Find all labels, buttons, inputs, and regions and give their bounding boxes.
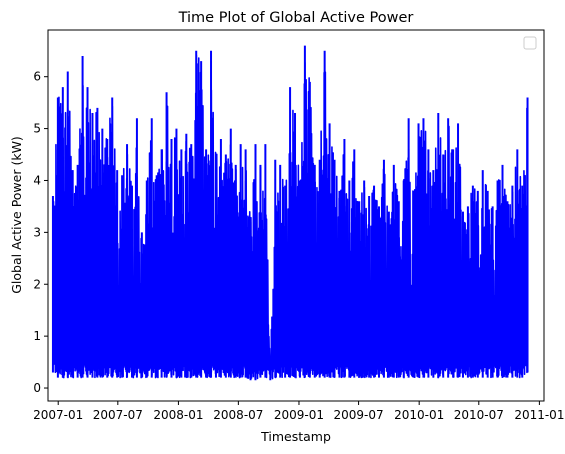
x-axis-label: Timestamp (260, 429, 331, 444)
y-tick-label: 1 (33, 329, 41, 343)
y-axis: 0 1 2 3 4 5 6 (33, 70, 48, 395)
y-tick-label: 4 (33, 173, 41, 187)
x-tick-label: 2008-07 (213, 408, 263, 422)
x-tick-label: 2009-01 (274, 408, 324, 422)
chart-title: Time Plot of Global Active Power (178, 10, 414, 26)
x-tick-label: 2010-01 (394, 408, 444, 422)
x-tick-label: 2007-01 (33, 408, 83, 422)
y-tick-label: 0 (33, 381, 41, 395)
series-layer (51, 45, 529, 381)
x-tick-label: 2009-07 (334, 408, 384, 422)
x-tick-label: 2010-07 (454, 408, 504, 422)
y-axis-label: Global Active Power (kW) (9, 136, 24, 294)
x-tick-label: 2008-01 (153, 408, 203, 422)
y-tick-label: 2 (33, 277, 41, 291)
x-tick-label: 2007-07 (93, 408, 143, 422)
y-tick-label: 6 (33, 70, 41, 84)
plot-frame (47, 29, 545, 402)
x-axis: 2007-01 2007-07 2008-01 2008-07 2009-01 2009-… (33, 401, 564, 422)
y-tick-label: 5 (33, 122, 41, 136)
y-tick-label: 3 (33, 225, 41, 239)
legend-box (523, 36, 537, 50)
x-tick-label: 2011-01 (514, 408, 564, 422)
